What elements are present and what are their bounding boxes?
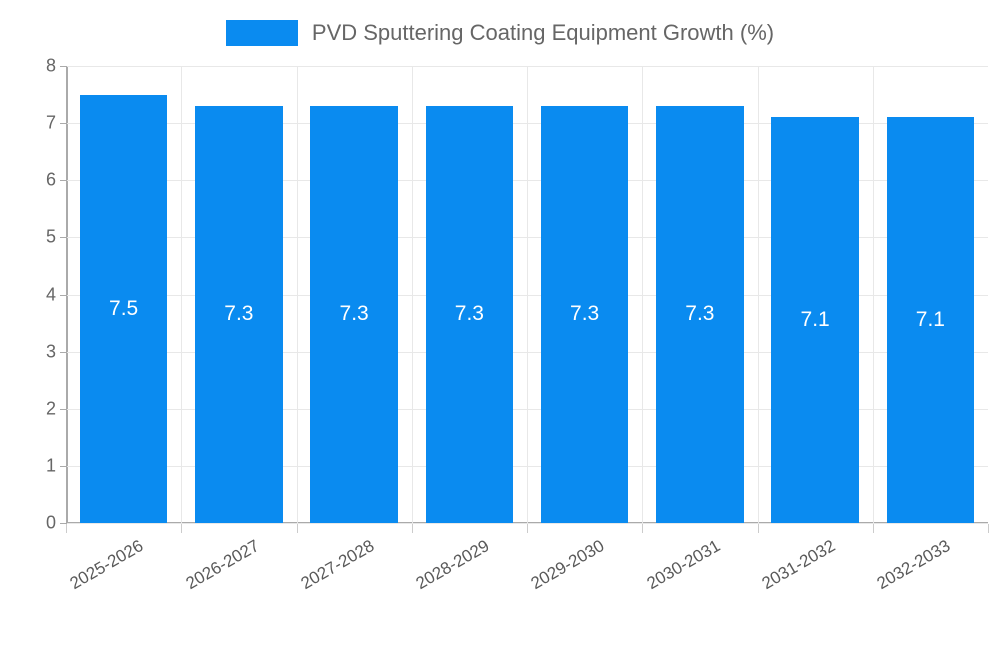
y-tick-mark: [60, 408, 67, 410]
y-tick-label: 4: [45, 284, 56, 304]
y-tick-label: 2: [45, 398, 56, 419]
bar[interactable]: [425, 106, 514, 523]
bar-value-label: 7.5: [109, 296, 139, 320]
bar[interactable]: [656, 106, 744, 523]
x-gridline: [527, 66, 528, 523]
y-tick-mark: [60, 237, 67, 239]
y-tick-mark: [60, 523, 67, 524]
y-tick-label: 1: [45, 455, 56, 476]
x-gridline: [872, 66, 874, 523]
x-gridline: [642, 66, 644, 523]
bar-slot: 7.1: [758, 66, 873, 523]
x-tick-mark: [411, 524, 413, 533]
bar-slot: 7.1: [873, 66, 988, 523]
y-tick-mark: [60, 180, 67, 182]
x-tick-mark: [988, 524, 989, 533]
bar-slot: 7.3: [297, 66, 412, 523]
bar-value-label: 7.3: [685, 302, 715, 326]
legend-label: PVD Sputtering Coating Equipment Growth …: [311, 20, 775, 45]
bar-value-label: 7.3: [454, 302, 484, 326]
bar-slot: 7.3: [181, 66, 296, 523]
bar[interactable]: [886, 117, 975, 523]
y-tick-mark: [60, 294, 67, 296]
bar[interactable]: [771, 117, 859, 523]
x-gridline: [757, 66, 759, 523]
bar-value-label: 7.1: [800, 308, 830, 332]
x-tick-mark: [642, 524, 644, 533]
bar-slot: 7.5: [66, 66, 181, 523]
bar-value-label: 7.3: [339, 302, 369, 326]
x-tick-mark: [66, 524, 67, 533]
x-tick-mark: [872, 524, 874, 533]
x-tick-mark: [757, 524, 759, 533]
x-gridline: [181, 66, 183, 523]
y-axis-labels: 0 1 2 3 4 5 6 7 8: [0, 0, 56, 600]
plot-area: 7.5 7.3 7.3 7.3 7.3 7.3 7.1 7.1: [66, 66, 988, 524]
bar-slot: 7.3: [642, 66, 757, 523]
bar-value-label: 7.3: [224, 302, 254, 326]
bar-value-label: 7.1: [915, 308, 945, 332]
x-gridline: [411, 66, 413, 523]
bar-chart: PVD Sputtering Coating Equipment Growth …: [0, 0, 1000, 600]
bar[interactable]: [540, 106, 629, 523]
x-tick-mark: [527, 524, 528, 533]
x-tick-mark: [296, 524, 298, 533]
bar[interactable]: [310, 106, 398, 523]
bar-slot: 7.3: [412, 66, 527, 523]
y-tick-label: 0: [45, 512, 56, 533]
y-tick-label: 7: [45, 112, 56, 133]
bar[interactable]: [79, 94, 168, 523]
y-tick-mark: [60, 465, 67, 467]
x-gridline: [296, 66, 298, 523]
bar[interactable]: [195, 106, 283, 523]
x-tick-mark: [181, 524, 183, 533]
y-tick-mark: [60, 123, 67, 125]
y-tick-label: 3: [45, 341, 56, 362]
y-tick-mark: [60, 351, 67, 353]
chart-legend: PVD Sputtering Coating Equipment Growth …: [0, 14, 1000, 52]
bar-slot: 7.3: [527, 66, 642, 523]
y-tick-mark: [60, 66, 67, 67]
y-tick-label: 5: [45, 226, 56, 247]
y-tick-label: 8: [45, 55, 56, 76]
y-tick-label: 6: [45, 169, 56, 190]
y-gridline: [66, 523, 988, 524]
bar-value-label: 7.3: [570, 302, 600, 326]
legend-color-swatch: [225, 20, 298, 46]
